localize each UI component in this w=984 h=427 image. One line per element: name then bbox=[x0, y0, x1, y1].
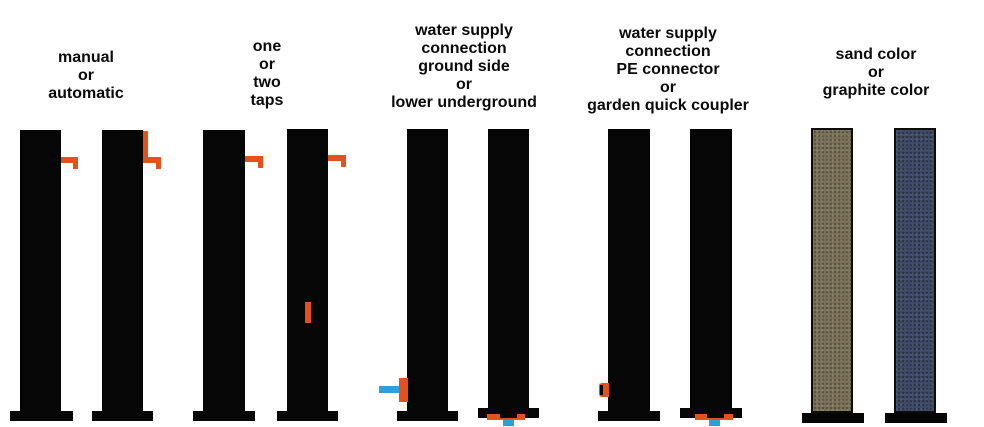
tap-spout-icon bbox=[245, 156, 263, 162]
group-label-line: or bbox=[868, 64, 884, 81]
underground-pipe-stub-icon bbox=[503, 420, 514, 426]
ground-side-column bbox=[407, 129, 448, 411]
column-base bbox=[193, 411, 255, 421]
second-tap-icon bbox=[305, 302, 311, 323]
underground-column bbox=[488, 129, 529, 408]
group-label: manual or automatic bbox=[0, 49, 206, 103]
tap-spout-tip-icon bbox=[73, 157, 78, 169]
group-label-line: two bbox=[253, 74, 281, 91]
inlet-pipe-icon bbox=[379, 386, 402, 393]
group-label-line: taps bbox=[250, 92, 284, 109]
column-base bbox=[277, 411, 338, 421]
group-label-line: PE connector bbox=[616, 61, 720, 78]
group-label-line: ground side bbox=[418, 58, 510, 75]
tap-spout-icon bbox=[61, 157, 78, 163]
group-label-line: water supply bbox=[415, 22, 513, 39]
automatic-sensor-bar-icon bbox=[143, 131, 148, 158]
tap-spout-tip-icon bbox=[258, 156, 263, 168]
column-base bbox=[598, 411, 660, 421]
group-label-line: or bbox=[660, 79, 676, 96]
underground-coupler-tab-icon bbox=[500, 414, 517, 418]
pe-connector-column bbox=[608, 129, 650, 411]
column-base bbox=[802, 413, 864, 423]
group-label-line: one bbox=[252, 38, 282, 55]
sand-column bbox=[811, 128, 853, 413]
group-label: water supply connection ground side or l… bbox=[344, 22, 584, 112]
group-label-line: connection bbox=[625, 43, 711, 60]
group-label-line: automatic bbox=[48, 85, 124, 102]
group-label-line: manual bbox=[57, 49, 114, 66]
tap-spout-tip-icon bbox=[341, 155, 346, 167]
coupler-pipe-stub-icon bbox=[709, 420, 720, 426]
column-base bbox=[397, 411, 458, 421]
group-label-line: sand color bbox=[835, 46, 917, 63]
group-label: water supply connection PE connector or … bbox=[548, 25, 788, 115]
column-base bbox=[10, 411, 73, 421]
automatic-column bbox=[102, 130, 143, 411]
column-base bbox=[885, 413, 947, 423]
inlet-flange-icon bbox=[399, 378, 408, 402]
graphite-column bbox=[894, 128, 936, 413]
group-label-line: garden quick coupler bbox=[587, 97, 749, 114]
tap-spout-icon bbox=[328, 155, 346, 161]
quick-coupler-column bbox=[690, 129, 732, 408]
group-label-line: graphite color bbox=[822, 82, 930, 99]
column-base bbox=[478, 408, 539, 418]
column-base bbox=[92, 411, 153, 421]
group-label-line: or bbox=[78, 67, 94, 84]
quick-coupler-tab-icon bbox=[707, 414, 724, 418]
group-label: one or two taps bbox=[147, 38, 387, 110]
tap-spout-icon bbox=[143, 157, 161, 163]
one-tap-column bbox=[203, 130, 245, 411]
two-taps-column bbox=[287, 129, 328, 411]
manual-column bbox=[20, 130, 61, 411]
group-label-line: water supply bbox=[619, 25, 717, 42]
tap-spout-tip-icon bbox=[156, 157, 161, 169]
group-label-line: connection bbox=[421, 40, 507, 57]
pe-connector-icon bbox=[599, 383, 609, 397]
group-label-line: lower underground bbox=[391, 94, 537, 111]
group-label-line: or bbox=[259, 56, 275, 73]
group-label-line: or bbox=[456, 76, 472, 93]
pe-connector-slot-icon bbox=[600, 385, 603, 395]
group-label: sand color or graphite color bbox=[756, 46, 984, 100]
column-base bbox=[680, 408, 742, 418]
